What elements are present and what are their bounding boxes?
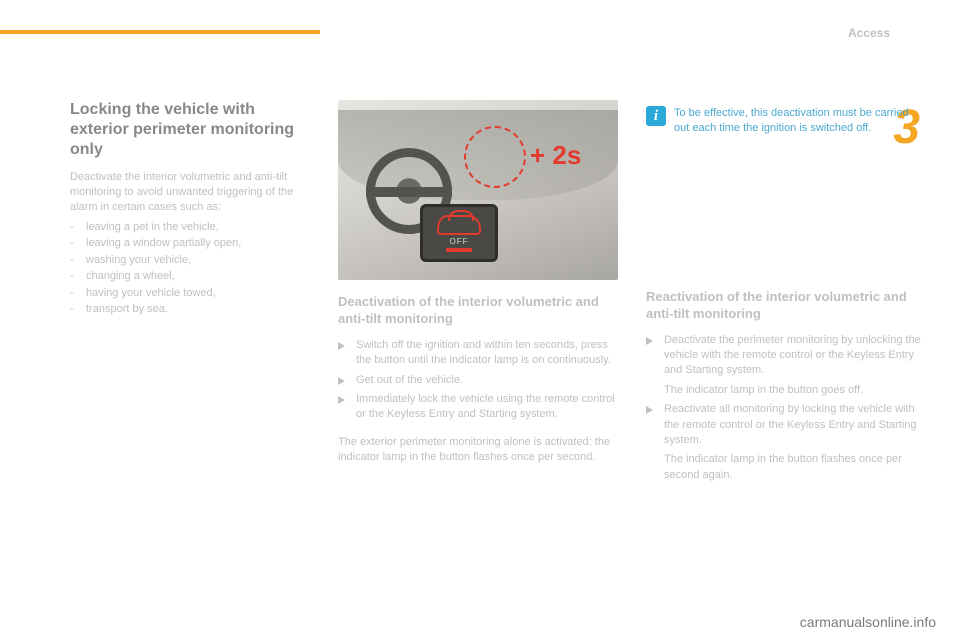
column-right: i To be effective, this deactivation mus… — [646, 100, 926, 487]
list-item: Immediately lock the vehicle using the r… — [338, 392, 618, 423]
info-callout: i To be effective, this deactivation mus… — [646, 106, 926, 137]
list-item: Get out of the vehicle. — [338, 373, 618, 388]
footer-link: carmanualsonline.info — [800, 614, 936, 630]
info-icon: i — [646, 106, 666, 126]
list-item: changing a wheel, — [70, 268, 310, 285]
column-left: Locking the vehicle with exterior perime… — [70, 100, 310, 487]
col2-subheading: Deactivation of the interior volumetric … — [338, 294, 618, 328]
list-item: leaving a pet in the vehicle, — [70, 219, 310, 236]
list-item: leaving a window partially open, — [70, 235, 310, 252]
section-label: Access — [848, 26, 890, 40]
list-item: washing your vehicle, — [70, 252, 310, 269]
list-item: Switch off the ignition and within ten s… — [338, 338, 618, 369]
info-text: To be effective, this deactivation must … — [674, 106, 926, 137]
off-label: OFF — [450, 237, 469, 246]
content-grid: Locking the vehicle with exterior perime… — [70, 100, 910, 487]
spacer — [646, 173, 926, 289]
alarm-off-button-illustration: OFF — [420, 204, 498, 262]
col1-intro-text: Deactivate the interior volumetric and a… — [70, 170, 310, 215]
timer-dial-icon — [464, 126, 526, 188]
col2-steps-list: Switch off the ignition and within ten s… — [338, 338, 618, 423]
car-outline-icon — [437, 215, 481, 235]
header-accent-bar — [0, 30, 320, 34]
col3-subheading: Reactivation of the interior volumetric … — [646, 289, 926, 323]
col3-steps-list: Deactivate the perimeter monitoring by u… — [646, 333, 926, 484]
list-item: transport by sea. — [70, 301, 310, 318]
column-middle: + 2s OFF Deactivation of the interior vo… — [338, 100, 618, 487]
list-item: The indicator lamp in the button goes of… — [646, 383, 926, 398]
col2-note: The exterior perimeter monitoring alone … — [338, 435, 618, 466]
list-item: having your vehicle towed, — [70, 285, 310, 302]
col1-heading: Locking the vehicle with exterior perime… — [70, 100, 310, 160]
list-item: Reactivate all monitoring by locking the… — [646, 402, 926, 448]
list-item: The indicator lamp in the button flashes… — [646, 452, 926, 483]
led-indicator-icon — [446, 248, 472, 252]
list-item: Deactivate the perimeter monitoring by u… — [646, 333, 926, 379]
dashboard-photo: + 2s OFF — [338, 100, 618, 280]
timer-overlay-text: + 2s — [530, 140, 581, 171]
col1-cases-list: leaving a pet in the vehicle, leaving a … — [70, 219, 310, 318]
